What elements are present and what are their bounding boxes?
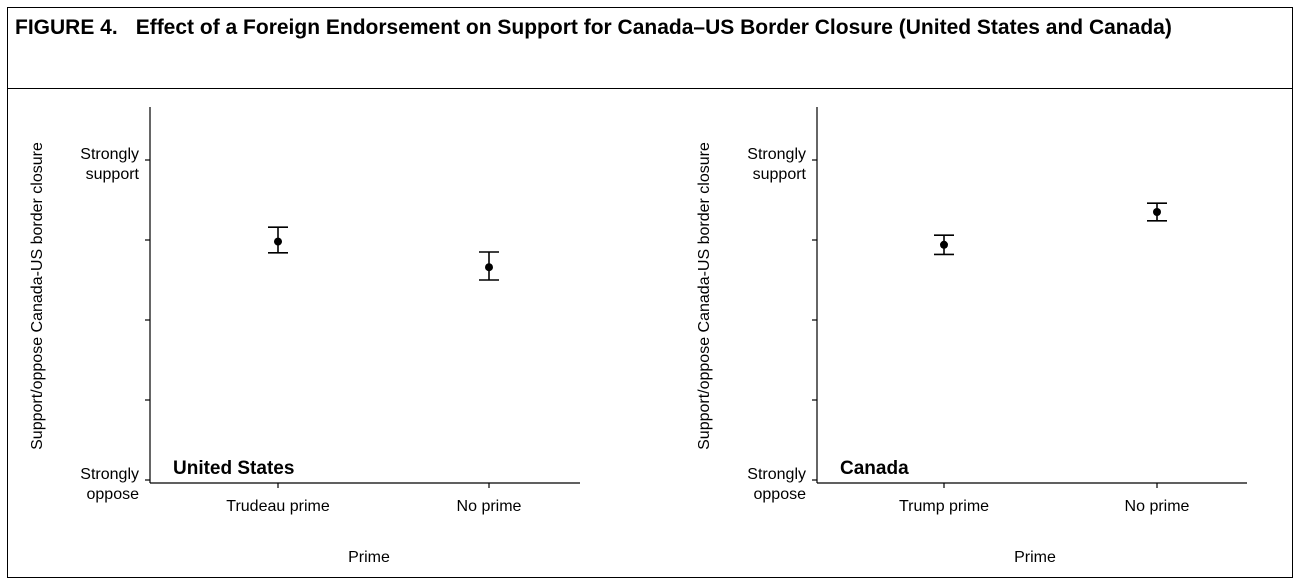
y-tick-label: Strongly support bbox=[747, 146, 806, 183]
data-point bbox=[274, 237, 282, 246]
y-tick-label-line: Strongly bbox=[747, 466, 806, 483]
y-tick-label-line: Strongly bbox=[747, 146, 806, 163]
data-point bbox=[940, 240, 948, 249]
data-point bbox=[485, 263, 493, 272]
figure-title: FIGURE 4. Effect of a Foreign Endorsement… bbox=[15, 17, 1285, 39]
figure-frame bbox=[7, 7, 1293, 578]
y-tick-label-line: support bbox=[86, 166, 140, 183]
title-rule bbox=[7, 88, 1293, 89]
chart-panel-us: Strongly oppose Strongly support Trudeau pri… bbox=[29, 107, 580, 566]
y-axis-title: Support/oppose Canada-US border closure bbox=[696, 142, 713, 450]
chart-panel-ca: Strongly oppose Strongly support Trump prime… bbox=[696, 107, 1247, 566]
y-tick-label-line: Strongly bbox=[80, 146, 139, 163]
y-tick-label-line: Strongly bbox=[80, 466, 139, 483]
y-axis-title: Support/oppose Canada-US border closure bbox=[29, 142, 46, 450]
figure-number: FIGURE 4. bbox=[15, 16, 118, 39]
x-tick-label: Trudeau prime bbox=[226, 498, 330, 515]
figure-title-text: Effect of a Foreign Endorsement on Suppo… bbox=[135, 16, 1172, 39]
x-tick-label: No prime bbox=[457, 498, 522, 515]
y-tick-label: Strongly support bbox=[80, 146, 139, 183]
y-tick-label-line: oppose bbox=[754, 486, 807, 503]
panel-label: United States bbox=[173, 458, 294, 479]
y-tick-label-line: support bbox=[753, 166, 807, 183]
data-point bbox=[1153, 208, 1161, 216]
x-tick-label: No prime bbox=[1125, 498, 1190, 515]
x-tick-label: Trump prime bbox=[899, 498, 989, 515]
y-tick-label-line: oppose bbox=[87, 486, 140, 503]
y-tick-label: Strongly oppose bbox=[747, 466, 806, 503]
x-axis-title: Prime bbox=[1014, 549, 1056, 566]
panel-label: Canada bbox=[840, 458, 909, 479]
x-axis-title: Prime bbox=[348, 549, 390, 566]
y-tick-label: Strongly oppose bbox=[80, 466, 139, 503]
